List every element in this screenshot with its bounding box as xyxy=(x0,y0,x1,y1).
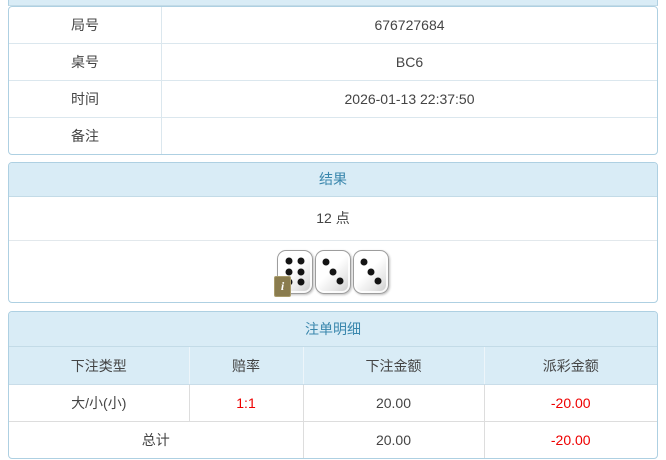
round-id-value: 676727684 xyxy=(374,17,445,33)
game-info-table: 局号 676727684 桌号 BC6 时间 2026-01-13 22:37:… xyxy=(9,7,657,154)
time-label: 时间 xyxy=(9,80,162,118)
table-header-row: 下注类型 赔率 下注金额 派彩金额 xyxy=(9,346,657,385)
total-row: 总计 20.00 -20.00 xyxy=(9,421,657,458)
total-amount-cell: 20.00 xyxy=(302,421,484,458)
info-icon[interactable]: i xyxy=(274,275,291,297)
bet-odds-cell: 1:1 xyxy=(188,384,303,422)
table-row: 备注 xyxy=(9,117,657,154)
table-row: 注单明细 xyxy=(9,312,657,347)
total-label-cell: 总计 xyxy=(141,432,170,448)
total-payout-cell: -20.00 xyxy=(483,421,657,458)
die-face-3 xyxy=(315,249,351,294)
remark-value xyxy=(161,117,657,154)
col-payout-amount: 派彩金额 xyxy=(483,346,657,385)
bet-type-cell: 大/小(小) xyxy=(9,384,189,422)
result-panel: 结果 12 点 i xyxy=(8,162,658,303)
table-id-label: 桌号 xyxy=(9,43,162,81)
round-id-label: 局号 xyxy=(9,7,162,44)
game-info-panel: 局号 676727684 桌号 BC6 时间 2026-01-13 22:37:… xyxy=(8,6,658,155)
die-face-3 xyxy=(353,249,389,294)
result-total-points: 12 点 xyxy=(9,197,657,241)
die-face-6: i xyxy=(274,249,313,297)
time-value: 2026-01-13 22:37:50 xyxy=(161,80,657,118)
remark-label: 备注 xyxy=(9,117,162,154)
die-pip xyxy=(360,258,368,266)
bet-amount-cell: 20.00 xyxy=(302,384,484,422)
table-row: 时间 2026-01-13 22:37:50 xyxy=(9,80,657,118)
bet-details-panel: 注单明细 下注类型 赔率 下注金额 派彩金额 大/小(小) 1:1 20.00 … xyxy=(8,311,658,459)
result-panel-title: 结果 xyxy=(9,163,657,197)
col-odds: 赔率 xyxy=(188,346,303,385)
col-bet-type: 下注类型 xyxy=(9,346,189,385)
bet-payout-cell: -20.00 xyxy=(483,384,657,422)
table-row: 桌号 BC6 xyxy=(9,43,657,81)
die-pip xyxy=(374,277,382,285)
bet-row: 大/小(小) 1:1 20.00 -20.00 xyxy=(9,384,657,422)
col-bet-amount: 下注金额 xyxy=(302,346,484,385)
table-id-value: BC6 xyxy=(161,43,657,81)
table-row: 局号 676727684 xyxy=(9,7,657,44)
die-pip xyxy=(367,268,375,275)
die-pip xyxy=(285,257,293,265)
bet-details-title: 注单明细 xyxy=(9,312,657,347)
die-pip xyxy=(297,257,305,265)
dice-row: i xyxy=(9,241,657,302)
die-pip xyxy=(297,268,305,275)
cutoff-header-strip xyxy=(8,0,658,6)
die-pip xyxy=(297,278,305,286)
die-pip xyxy=(329,268,337,275)
bet-details-table: 注单明细 下注类型 赔率 下注金额 派彩金额 大/小(小) 1:1 20.00 … xyxy=(9,312,657,458)
die-pip xyxy=(336,277,344,285)
die-pip xyxy=(322,258,330,266)
die-pip xyxy=(285,268,293,275)
